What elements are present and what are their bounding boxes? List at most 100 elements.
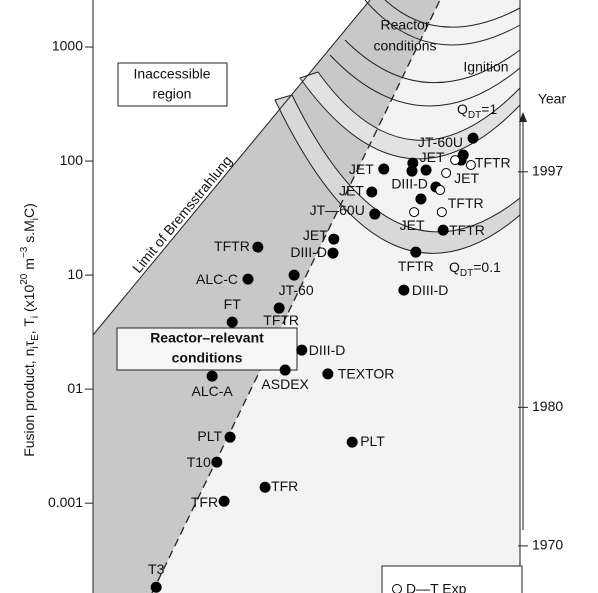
point-label: JT—60U [310, 202, 365, 218]
ignition-curves [329, 39, 521, 107]
data-point [150, 581, 162, 593]
annotation: Reactor–relevant [150, 330, 264, 346]
point-label: PLT [360, 433, 385, 449]
label-part: s.M [21, 220, 37, 246]
data-point [437, 224, 449, 236]
point-label: ALC-A [192, 383, 234, 399]
annotation: Inaccessible [133, 66, 210, 82]
legend-label: D—T Exp [406, 581, 467, 593]
annotation: conditions [373, 38, 436, 54]
point-label: FT [224, 296, 242, 312]
point-label: TEXTOR [338, 366, 395, 382]
data-point [420, 164, 432, 176]
shaded-band [93, 0, 440, 593]
data-point [366, 186, 378, 198]
data-point [218, 495, 230, 507]
data-point [410, 246, 422, 258]
data-point [273, 302, 285, 314]
label-part: Q [457, 101, 468, 117]
y-tick-label: 10 [67, 266, 83, 282]
point-label: ASDEX [261, 376, 309, 392]
point-label: JET [339, 183, 364, 199]
data-point [369, 208, 381, 220]
point-label: TFTR [449, 222, 485, 238]
dashed-boundary [151, 0, 441, 593]
annotation: conditions [172, 350, 243, 366]
point-label: JET [303, 227, 328, 243]
data-point [296, 344, 308, 356]
data-point [226, 316, 238, 328]
y-tick-label: 0.001 [48, 494, 83, 510]
label-part: (x10 [21, 285, 37, 316]
data-point [378, 163, 390, 175]
point-label: TFTR [475, 155, 511, 171]
data-point [465, 160, 476, 171]
label-part: τ [21, 340, 37, 346]
label-part: Fusion product, n [21, 349, 37, 457]
label-part: −3 [19, 246, 30, 258]
data-point [435, 185, 446, 196]
label-part: DT [460, 268, 473, 279]
data-point [322, 368, 334, 380]
data-point [328, 233, 340, 245]
label-part: i [30, 346, 41, 348]
legend [381, 565, 523, 593]
point-label: JET [349, 161, 374, 177]
point-label: JET [454, 170, 479, 186]
point-label: JET [400, 217, 425, 233]
point-label: TFR [271, 478, 298, 494]
label-part: E [30, 334, 41, 341]
label-part: Q [449, 259, 460, 275]
data-point [398, 284, 410, 296]
y-tick-label: 01 [67, 380, 83, 396]
point-label: JET [420, 149, 445, 165]
data-point [406, 165, 418, 177]
point-label: DIII-D [412, 282, 449, 298]
data-point [327, 247, 339, 259]
point-label: TFTR [398, 258, 434, 274]
label-part: i [30, 316, 41, 318]
data-point [346, 436, 358, 448]
annotation: QDT=1 [457, 101, 497, 121]
point-label: DIII-D [391, 176, 428, 192]
data-point [467, 132, 479, 144]
data-point [242, 273, 254, 285]
data-point [259, 481, 271, 493]
annotation: Ignition [463, 59, 508, 75]
bremsstrahlung-line [92, 0, 371, 336]
label-part: , T [21, 318, 37, 335]
year-arrow-head [519, 112, 527, 122]
inaccessible-box [117, 62, 228, 107]
point-label: T10 [187, 454, 211, 470]
label-part: =0.1 [473, 259, 501, 275]
data-point [450, 155, 461, 166]
y-axis-label: Fusion product, niτE, Ti (x1020 m−3 s.Mi… [19, 203, 41, 457]
annotation: QDT=0.1 [449, 259, 501, 279]
point-label: DIII-D [290, 244, 327, 260]
y2-tick-label: 1997 [532, 163, 563, 179]
data-point [288, 269, 300, 281]
label-part: m [21, 258, 37, 274]
point-label: DIII-D [309, 342, 346, 358]
data-point [211, 456, 223, 468]
data-point [279, 364, 291, 376]
reactor-curves [364, 0, 521, 46]
point-label: TFTR [448, 195, 484, 211]
data-point [441, 168, 452, 179]
label-part: =1 [481, 101, 497, 117]
data-point [409, 207, 420, 218]
y-tick-label: 100 [60, 152, 84, 168]
label-part: C) [21, 203, 37, 218]
point-label: TFTR [214, 238, 250, 254]
point-label: JT-60U [418, 134, 463, 150]
y-tick-label: 1000 [52, 38, 83, 54]
reactor-relevant-box [116, 327, 298, 371]
point-label: TFR [191, 494, 218, 510]
label-part: i [30, 218, 41, 220]
data-point [252, 241, 264, 253]
y2-tick-label: 1980 [532, 398, 563, 414]
annotation: region [153, 86, 192, 102]
point-label: ALC-C [196, 271, 238, 287]
y2-label: Year [538, 91, 567, 107]
